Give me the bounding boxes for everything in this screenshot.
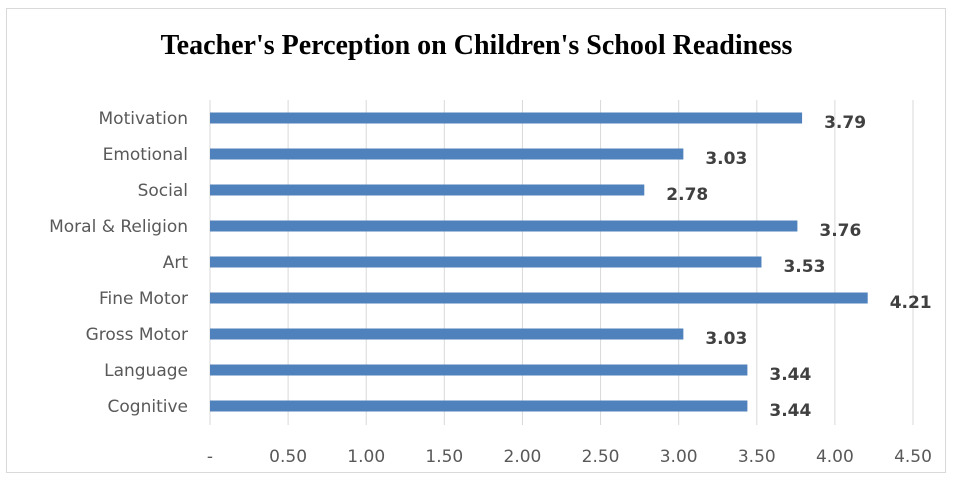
chart-title: Teacher's Perception on Children's Schoo… bbox=[160, 30, 793, 61]
data-label: 3.03 bbox=[705, 149, 747, 169]
data-label: 3.53 bbox=[783, 257, 825, 277]
x-tick-label: 1.00 bbox=[347, 447, 385, 467]
x-tick-label: 4.50 bbox=[894, 447, 932, 467]
category-label: Gross Motor bbox=[86, 325, 188, 345]
bar-5 bbox=[210, 292, 868, 304]
data-label: 3.76 bbox=[819, 221, 861, 241]
bar-4 bbox=[210, 256, 762, 268]
x-tick-label: 2.50 bbox=[582, 447, 620, 467]
bar-2 bbox=[210, 184, 645, 196]
data-label: 2.78 bbox=[666, 185, 708, 205]
bar-0 bbox=[210, 112, 803, 124]
bar-8 bbox=[210, 400, 748, 412]
x-tick-label: 3.00 bbox=[660, 447, 698, 467]
x-tick-label: 1.50 bbox=[425, 447, 463, 467]
data-label: 3.79 bbox=[824, 113, 866, 133]
category-label: Fine Motor bbox=[99, 289, 188, 309]
x-tick-label: 2.00 bbox=[504, 447, 542, 467]
category-label: Social bbox=[138, 181, 188, 201]
bar-3 bbox=[210, 220, 798, 232]
data-label: 3.44 bbox=[769, 365, 811, 385]
x-tick-label: 0.50 bbox=[269, 447, 307, 467]
category-label: Motivation bbox=[99, 109, 189, 129]
bar-7 bbox=[210, 364, 748, 376]
data-label: 3.44 bbox=[769, 401, 811, 421]
category-label: Moral & Religion bbox=[49, 217, 188, 237]
category-label: Emotional bbox=[103, 145, 188, 165]
category-label: Cognitive bbox=[108, 397, 188, 417]
x-tick-label: 4.00 bbox=[816, 447, 854, 467]
bars bbox=[210, 112, 868, 412]
bar-6 bbox=[210, 328, 684, 340]
data-label: 4.21 bbox=[890, 293, 932, 313]
category-label: Language bbox=[104, 361, 188, 381]
x-tick-label: - bbox=[207, 447, 213, 467]
data-label: 3.03 bbox=[705, 329, 747, 349]
bar-1 bbox=[210, 148, 684, 160]
chart-frame bbox=[6, 8, 946, 473]
x-tick-label: 3.50 bbox=[738, 447, 776, 467]
category-labels: Motivation Emotional Social Moral & Religio… bbox=[49, 109, 188, 417]
data-labels: 3.79 3.03 2.78 3.76 3.53 4.21 3.03 3.44 3.44 bbox=[666, 113, 931, 421]
category-label: Art bbox=[163, 253, 189, 273]
x-tick-labels: - 0.50 1.00 1.50 2.00 2.50 3.00 3.50 4.00 4.50 bbox=[207, 447, 932, 467]
